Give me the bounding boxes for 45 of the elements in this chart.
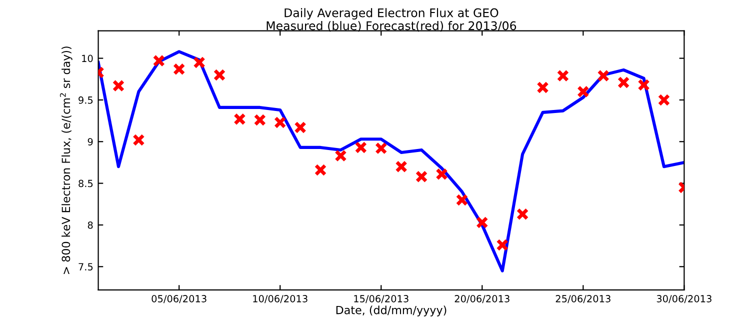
x-tick-label: 10/06/2013 (253, 295, 308, 304)
point (456, 194, 468, 206)
point (556, 70, 570, 82)
point (193, 56, 206, 69)
chart-title: Daily Averaged Electron Flux at GEO (284, 8, 498, 20)
point (476, 216, 488, 229)
point (213, 68, 226, 82)
point (436, 168, 448, 180)
y-tick-label: 9.5 (78, 96, 93, 104)
x-tick-label: 30/06/2013 (656, 295, 712, 304)
x-tick-label: 15/06/2013 (354, 295, 408, 304)
point (496, 238, 508, 252)
point (132, 134, 145, 146)
point (172, 62, 186, 76)
point (415, 170, 428, 183)
point (234, 113, 246, 126)
point (617, 76, 630, 89)
y-tick-label: 8 (88, 221, 93, 229)
point (334, 150, 347, 162)
chart-subtitle: Measured (blue) Forecast(red) for 2013/06 (266, 21, 516, 32)
x-tick-label: 05/06/2013 (152, 295, 206, 304)
y-tick-label: 8.5 (78, 180, 93, 188)
point (112, 80, 125, 92)
line-series (98, 50, 684, 272)
point (274, 116, 286, 129)
point (536, 81, 549, 94)
point (294, 121, 306, 134)
point (354, 141, 368, 154)
point (516, 208, 529, 220)
x-tick-label: 20/06/2013 (454, 295, 510, 304)
point (395, 160, 408, 173)
point (658, 94, 670, 106)
point (314, 164, 327, 176)
y-tick-label: 9 (88, 138, 93, 146)
y-tick-label: 7.5 (78, 263, 93, 270)
y-tick-label: 10 (82, 54, 93, 62)
point (254, 114, 266, 126)
x-axis-title: Date, (dd/mm/yyyy) (336, 306, 446, 316)
y-axis-title: > 800 keV Electron Flux, (e/(cm$^{2}$ sr day)) (60, 46, 72, 274)
point (597, 70, 610, 82)
point (638, 78, 650, 92)
point (375, 142, 388, 154)
point (577, 85, 590, 98)
point (152, 54, 166, 67)
x-tick-label: 25/06/2013 (556, 295, 610, 304)
